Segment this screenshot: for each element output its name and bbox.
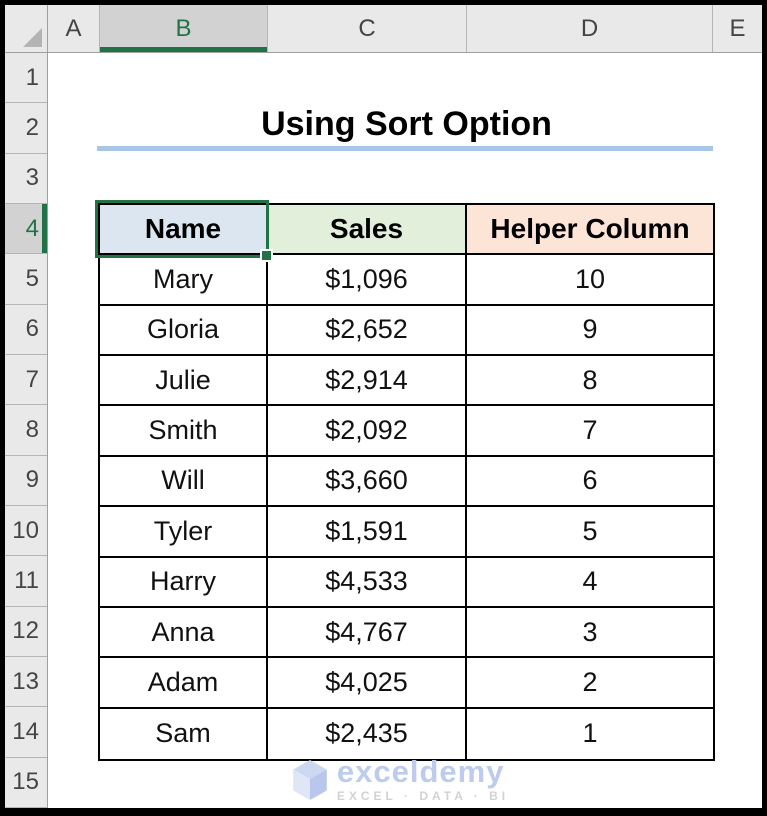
row-header-5[interactable]: 5: [5, 254, 47, 305]
table-cell[interactable]: $3,660: [268, 456, 467, 508]
watermark-text: exceldemy EXCEL · DATA · BI: [336, 754, 510, 803]
row-header-8[interactable]: 8: [5, 405, 47, 456]
table-cell[interactable]: $1,096: [268, 255, 467, 306]
table-cell[interactable]: 3: [467, 608, 713, 659]
select-all-button[interactable]: [5, 5, 48, 53]
sheet-area: Using Sort Option Name Sales Helper Colu…: [48, 53, 762, 808]
watermark: exceldemy EXCEL · DATA · BI: [200, 754, 600, 803]
table-cell[interactable]: 9: [467, 306, 713, 357]
sheet-title[interactable]: Using Sort Option: [261, 105, 552, 143]
table-cell[interactable]: 7: [467, 406, 713, 457]
exceldemy-cube-icon: [293, 760, 327, 800]
table-cell[interactable]: Harry: [100, 557, 268, 608]
row-header-3[interactable]: 3: [5, 154, 47, 204]
row-header-14[interactable]: 14: [5, 707, 47, 758]
table-cell[interactable]: $4,533: [268, 557, 467, 608]
column-header-c[interactable]: C: [268, 5, 467, 52]
table-cell[interactable]: 5: [467, 507, 713, 558]
row-header-1[interactable]: 1: [5, 53, 47, 104]
column-header-e[interactable]: E: [729, 14, 746, 42]
table-header-sales[interactable]: Sales: [268, 205, 467, 256]
row-header-15[interactable]: 15: [5, 758, 47, 808]
column-header-a[interactable]: A: [48, 5, 100, 52]
table-cell[interactable]: Julie: [100, 356, 268, 407]
column-headers: A B C D E: [48, 5, 762, 53]
table-cell[interactable]: 2: [467, 658, 713, 709]
row-header-9[interactable]: 9: [5, 456, 47, 506]
table-cell[interactable]: $2,914: [268, 356, 467, 407]
table-cell[interactable]: $2,652: [268, 305, 467, 357]
column-header-d[interactable]: D: [467, 5, 713, 52]
data-table: Name Sales Helper Column Mary $1,096 10 …: [98, 203, 715, 761]
select-all-icon: [23, 28, 42, 47]
table-cell[interactable]: Mary: [100, 255, 268, 306]
table-cell[interactable]: Adam: [100, 658, 268, 709]
table-cell[interactable]: $2,435: [268, 708, 467, 759]
table-cell[interactable]: 8: [467, 356, 713, 407]
table-cell[interactable]: Gloria: [100, 305, 268, 357]
table-cell[interactable]: $4,025: [268, 658, 467, 709]
row-header-13[interactable]: 13: [5, 657, 47, 708]
row-headers: 1 2 3 4 5 6 7 8 9 10 11 12 13 14 15: [5, 53, 48, 808]
table-cell[interactable]: Tyler: [100, 507, 268, 558]
table-cell[interactable]: $1,591: [268, 507, 467, 558]
row-header-7[interactable]: 7: [5, 355, 47, 406]
table-cell[interactable]: Sam: [100, 708, 268, 759]
watermark-tagline: EXCEL · DATA · BI: [336, 789, 510, 803]
table-header-helper-column[interactable]: Helper Column: [467, 205, 713, 256]
table-header-name[interactable]: Name: [100, 205, 268, 256]
fill-handle[interactable]: [260, 249, 273, 262]
table-cell[interactable]: 6: [467, 457, 713, 508]
table-cell[interactable]: Smith: [100, 406, 268, 457]
worksheet-window: A B C D E 1 2 3 4 5 6 7 8 9 10 11 12 13 …: [5, 5, 762, 808]
column-header-b-selected[interactable]: B: [100, 5, 268, 52]
table-cell[interactable]: 4: [467, 558, 713, 608]
row-header-11[interactable]: 11: [5, 556, 47, 607]
table-cell[interactable]: $4,767: [268, 607, 467, 659]
row-header-4-selected[interactable]: 4: [5, 203, 47, 255]
table-cell[interactable]: 10: [467, 255, 713, 306]
row-header-6[interactable]: 6: [5, 305, 47, 355]
table-cell[interactable]: $2,092: [268, 406, 467, 457]
title-underline: [97, 146, 713, 151]
table-cell[interactable]: 1: [582, 718, 598, 749]
row-header-10[interactable]: 10: [5, 506, 47, 557]
row-header-2[interactable]: 2: [5, 103, 47, 154]
watermark-brand: exceldemy: [336, 754, 505, 789]
table-cell[interactable]: Will: [100, 456, 268, 508]
table-cell[interactable]: Anna: [100, 607, 268, 659]
row-header-12[interactable]: 12: [5, 607, 47, 657]
